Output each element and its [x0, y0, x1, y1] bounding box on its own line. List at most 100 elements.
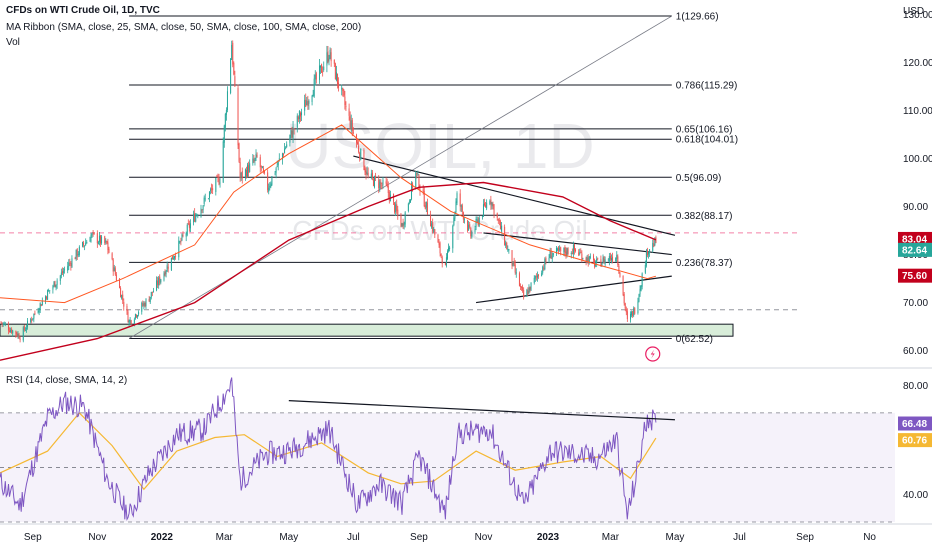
candle-body — [216, 176, 218, 178]
candle-body — [55, 284, 57, 288]
candle-body — [433, 228, 435, 233]
candle-body — [572, 245, 574, 254]
time-tick-label: 2023 — [537, 532, 560, 543]
candle-body — [32, 318, 34, 320]
candle-body — [386, 183, 388, 187]
candle-body — [617, 256, 619, 265]
candle-body — [511, 250, 513, 266]
candle-body — [417, 173, 419, 175]
candle-body — [244, 169, 246, 177]
trendline-1 — [353, 155, 676, 236]
candle-body — [352, 132, 354, 134]
candle-body — [262, 168, 264, 172]
price-marker-bg — [898, 231, 932, 246]
candle-body — [447, 251, 448, 259]
candle-body — [75, 249, 77, 260]
candle-body — [185, 233, 187, 237]
candle-body — [122, 294, 124, 301]
candle-body — [380, 182, 382, 184]
candle-body — [484, 203, 486, 206]
candle-body — [615, 257, 617, 262]
candle-body — [22, 327, 24, 341]
candle-body — [528, 287, 530, 294]
candle-body — [438, 242, 440, 245]
candle-body — [639, 289, 641, 295]
candle-body — [601, 263, 603, 267]
candle-body — [641, 273, 643, 287]
candle-body — [318, 65, 320, 80]
candle-body — [224, 114, 226, 128]
candle-body — [2, 323, 4, 325]
candle-body — [171, 256, 173, 260]
candle-body — [366, 171, 368, 174]
candle-body — [108, 248, 110, 253]
candle-body — [48, 290, 50, 292]
candle-body — [375, 175, 377, 179]
candle-body — [459, 193, 461, 207]
candle-body — [407, 203, 409, 211]
rsi-trendline — [288, 400, 675, 421]
candle-body — [513, 261, 515, 265]
candle-body — [84, 245, 86, 247]
candle-body — [422, 189, 424, 191]
candle-body — [604, 259, 606, 265]
candle-body — [100, 235, 102, 244]
candle-body — [134, 313, 136, 319]
candle-body — [226, 91, 228, 110]
candle-body — [180, 240, 182, 242]
candle-body — [505, 242, 507, 246]
candle-body — [489, 201, 491, 204]
candle-body — [607, 259, 609, 261]
candle-body — [296, 115, 298, 128]
candle-body — [585, 257, 587, 262]
fib-label-0.786: 0.786(115.29) — [676, 81, 738, 92]
candle-body — [298, 110, 300, 119]
candle-body — [299, 112, 301, 117]
candle-body — [586, 257, 588, 263]
candle-body — [274, 173, 276, 175]
candle-body — [345, 106, 347, 107]
candle-body — [259, 157, 261, 168]
candle-body — [622, 275, 624, 295]
candle-body — [497, 218, 499, 221]
candle-body — [83, 242, 85, 246]
candle-body — [241, 171, 243, 179]
candle-body — [18, 334, 20, 339]
candle-body — [240, 172, 242, 177]
candle-body — [374, 176, 376, 188]
candle-body — [522, 286, 524, 291]
candle-body — [387, 185, 389, 193]
candle-body — [112, 259, 114, 272]
candle-body — [260, 165, 262, 167]
candle-body — [193, 214, 195, 223]
candle-body — [640, 285, 642, 291]
candle-body — [563, 247, 565, 252]
candle-body — [411, 183, 413, 200]
candle-body — [68, 262, 70, 267]
candle-body — [9, 330, 11, 332]
candle-body — [263, 171, 265, 173]
candle-body — [253, 159, 255, 162]
candle-body — [515, 272, 517, 274]
candle-body — [278, 158, 280, 160]
candle-body — [329, 49, 331, 59]
candle-body — [616, 255, 618, 259]
candle-body — [15, 330, 17, 335]
candle-body — [597, 258, 599, 260]
candle-body — [62, 271, 64, 273]
candle-body — [149, 296, 151, 303]
ma-short-line — [0, 124, 657, 304]
candle-body — [64, 269, 66, 271]
candle-body — [507, 249, 509, 251]
candle-body — [33, 313, 35, 319]
candle-body — [76, 249, 78, 257]
candle-body — [135, 314, 137, 317]
candle-body — [150, 291, 152, 298]
candle-body — [92, 231, 94, 233]
candle-body — [434, 229, 436, 235]
candle-body — [425, 201, 427, 208]
candle-body — [358, 145, 360, 153]
candle-body — [549, 250, 551, 258]
